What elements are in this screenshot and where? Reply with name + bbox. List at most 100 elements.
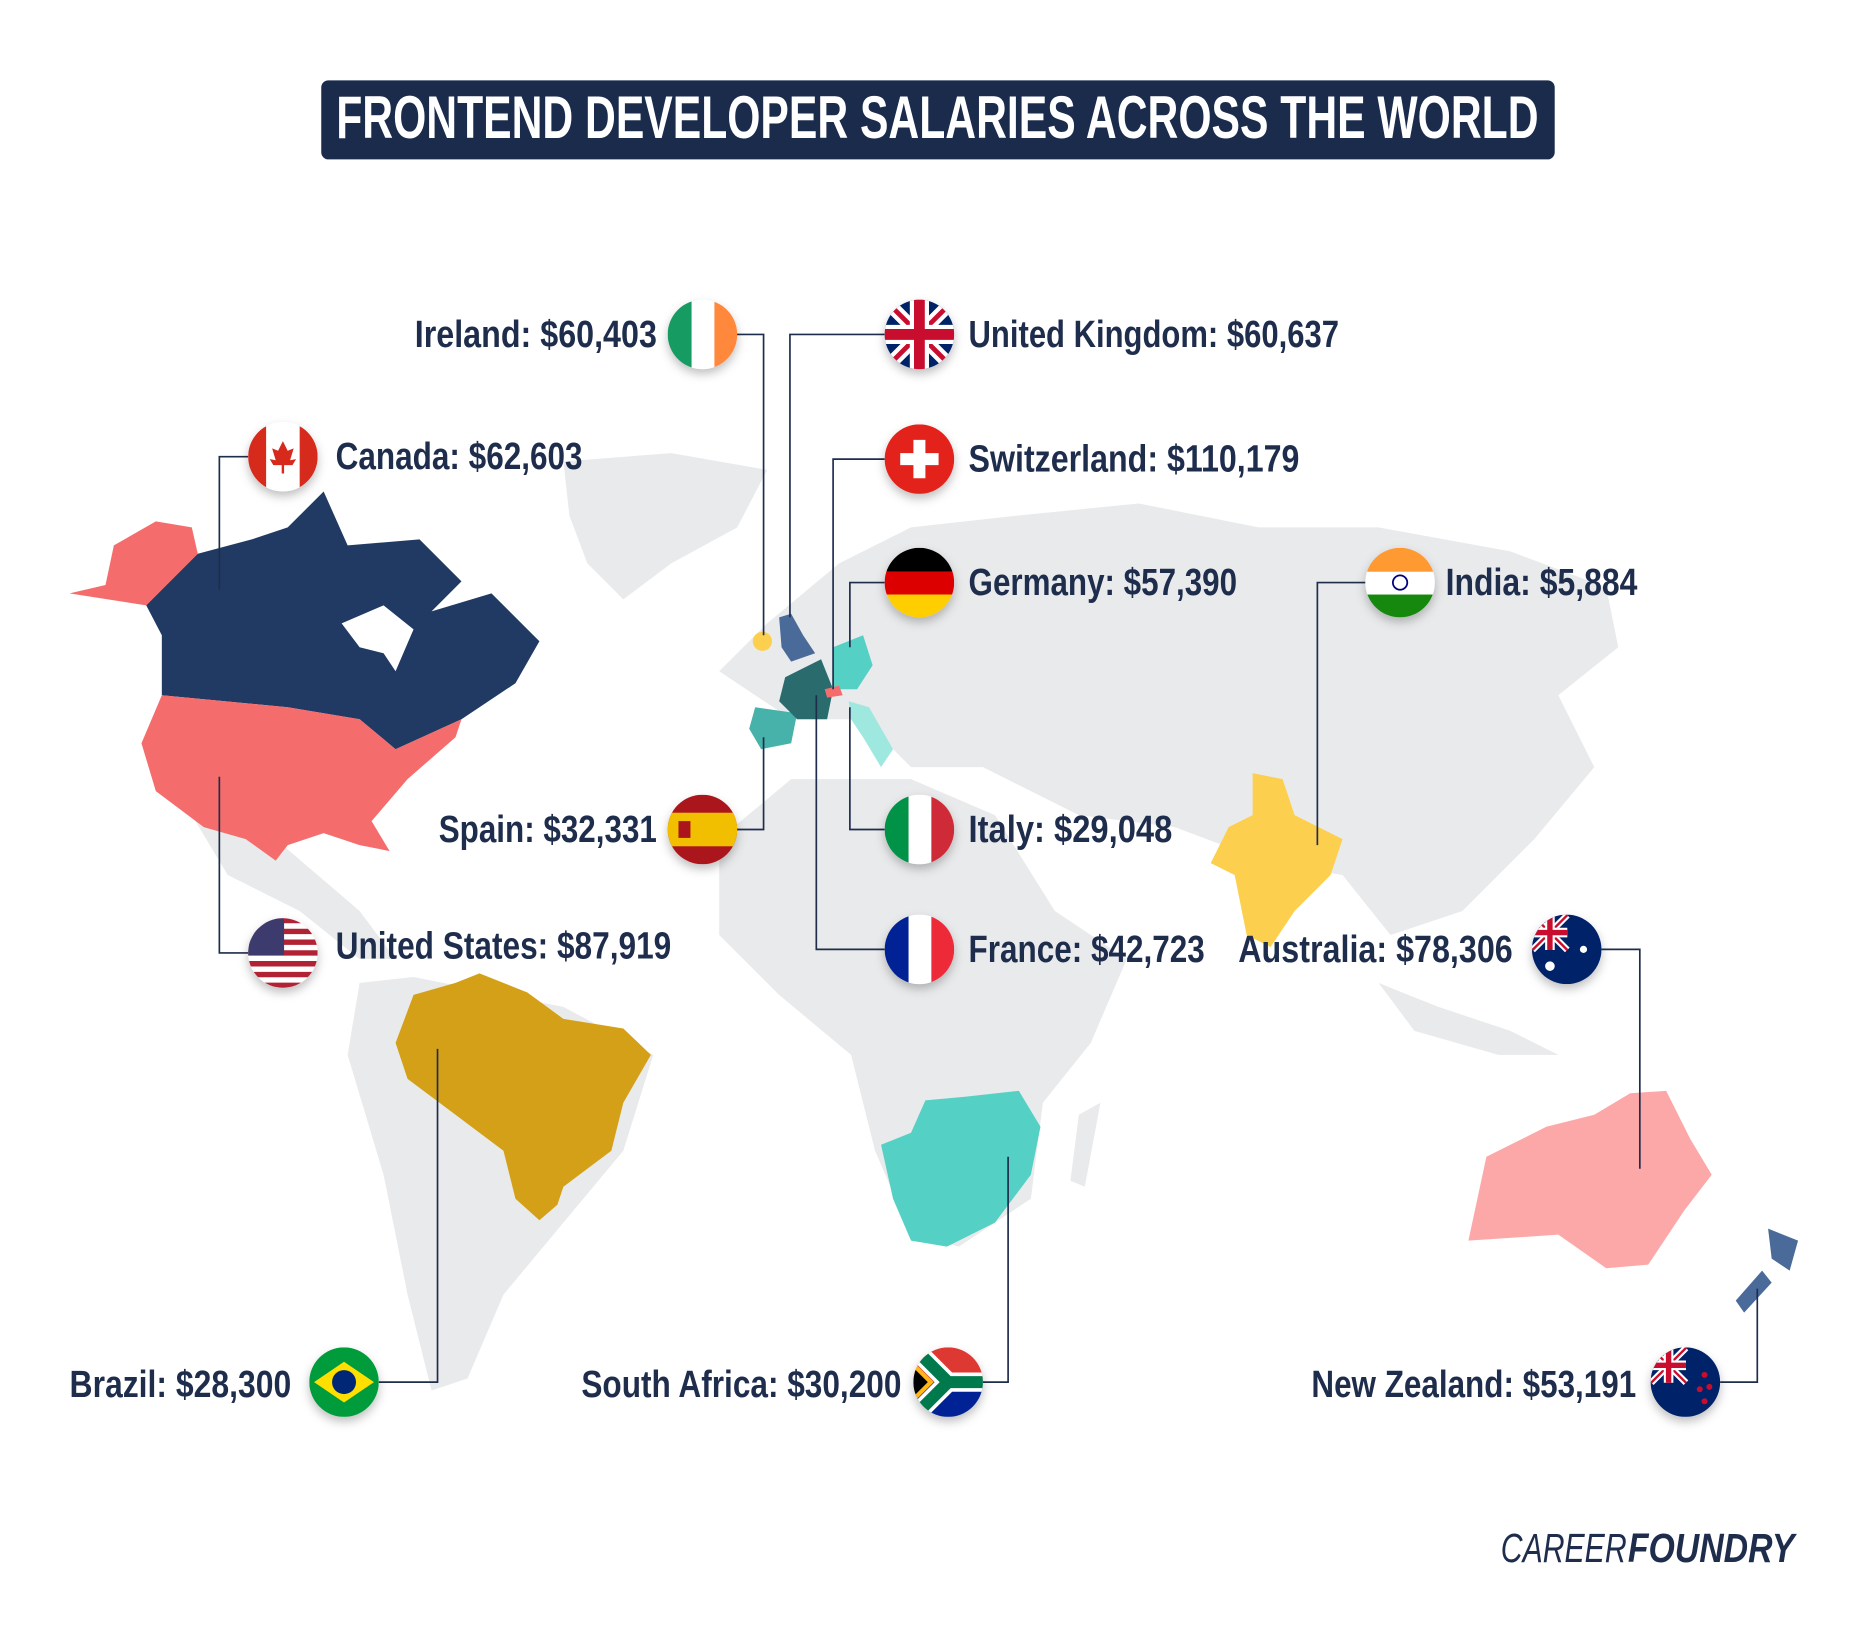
- world-map-shape: [833, 635, 873, 690]
- flag-india-shape-shape: [1365, 547, 1435, 572]
- flag-italy-shape-shape: [931, 794, 955, 865]
- world-map-shape: [1735, 1228, 1799, 1313]
- flag-india-shape: [1365, 547, 1435, 618]
- flag-uk-shape-shape: [885, 300, 955, 370]
- salary-label: United Kingdom: $60,637: [969, 313, 1339, 356]
- world-map-shape: [341, 605, 414, 672]
- world-map-shape: [395, 973, 651, 1221]
- world-map-shape: [141, 695, 462, 861]
- flag-australia: [1531, 914, 1602, 985]
- flag-italy-shape-shape: [908, 794, 932, 865]
- flag-australia-shape-shape: [1545, 961, 1555, 971]
- flag-switzerland-shape: [884, 424, 955, 494]
- flag-uk: [885, 300, 955, 370]
- world-map-shape: [563, 453, 768, 600]
- flag-australia-shape-shape: [1533, 915, 1568, 950]
- salary-label: France: $42,723: [969, 928, 1205, 971]
- flag-canada-shape-shape: [248, 421, 267, 492]
- world-map-shape: [1378, 982, 1559, 1055]
- flag-brazil-shape-shape: [332, 1370, 357, 1395]
- flag-new-zealand-shape-shape: [1701, 1398, 1708, 1405]
- flag-germany: [884, 547, 955, 618]
- flag-new-zealand-shape-shape: [1696, 1386, 1703, 1393]
- flag-south-africa-shape-shape: [913, 1347, 983, 1417]
- connectors-shape: [1720, 1288, 1759, 1383]
- connectors-shape: [736, 737, 765, 831]
- flag-germany-shape: [884, 547, 955, 618]
- flag-usa-shape: [248, 918, 318, 988]
- flag-new-zealand-shape-shape: [1701, 1371, 1708, 1378]
- flag-germany-shape-shape: [884, 594, 955, 618]
- flag-usa-shape-shape: [248, 918, 285, 956]
- flag-italy-shape: [884, 794, 955, 865]
- flag-india-shape-shape: [1365, 571, 1435, 595]
- world-map-shape: [848, 701, 894, 768]
- salary-label: Ireland: $60,403: [415, 313, 657, 356]
- flag-south-africa-shape: [913, 1347, 983, 1417]
- salary-label: Canada: $62,603: [336, 435, 583, 478]
- world-map-shape: [1468, 1090, 1712, 1269]
- salary-label: Switzerland: $110,179: [969, 438, 1300, 481]
- flag-canada-shape-shape: [299, 421, 318, 492]
- flag-canada-shape-shape: [269, 441, 297, 474]
- world-map-shape: [191, 815, 396, 959]
- world-map-shape: [779, 613, 816, 662]
- labels: Ireland: $60,403 United Kingdom: $60,637…: [70, 313, 1638, 1406]
- world-map-shape: [779, 659, 834, 720]
- flag-france-shape-shape: [908, 914, 932, 985]
- flag-italy-shape-shape: [884, 794, 909, 865]
- flag-ireland: [667, 299, 738, 370]
- flags: [248, 299, 1721, 1417]
- flag-usa: [248, 918, 318, 988]
- salary-label: Italy: $29,048: [969, 808, 1173, 851]
- salary-label: United States: $87,919: [336, 924, 672, 967]
- flag-ireland-shape-shape: [714, 299, 738, 370]
- flag-australia-shape: [1531, 914, 1602, 985]
- flag-ireland-shape-shape: [667, 299, 692, 370]
- salary-label: India: $5,884: [1446, 561, 1638, 604]
- flag-spain-shape-shape: [678, 821, 691, 838]
- connectors: [218, 333, 1759, 1383]
- flag-canada: [248, 421, 318, 492]
- connectors-shape: [378, 1048, 439, 1383]
- world-map-shape: [1210, 773, 1343, 947]
- flag-new-zealand-shape-shape: [1706, 1383, 1713, 1390]
- flag-uk-shape: [885, 300, 955, 370]
- world-map-shape: [752, 631, 772, 651]
- connectors-shape: [218, 455, 249, 590]
- canvas: FRONTEND DEVELOPER SALARIES ACROSS THE W…: [69, 80, 1799, 1571]
- flag-spain-shape-shape: [667, 812, 738, 847]
- connectors-shape: [789, 333, 885, 618]
- flag-canada-shape: [248, 421, 318, 492]
- world-map-shape: [1070, 1102, 1101, 1187]
- flag-australia-shape-shape: [1579, 945, 1588, 953]
- connectors-shape: [736, 333, 765, 636]
- flag-south-africa: [913, 1347, 983, 1417]
- flag-france-shape-shape: [884, 914, 909, 985]
- salary-label: South Africa: $30,200: [581, 1363, 901, 1406]
- flag-india-shape-shape: [1391, 574, 1409, 591]
- flag-germany-shape-shape: [884, 547, 955, 572]
- flag-brazil: [309, 1347, 379, 1417]
- flag-switzerland: [884, 424, 955, 494]
- connectors-shape: [849, 581, 885, 648]
- flag-new-zealand-shape: [1651, 1347, 1721, 1417]
- connectors-shape: [982, 1156, 1009, 1383]
- title-box: [321, 80, 1555, 160]
- flag-germany-shape-shape: [884, 571, 955, 595]
- world-map-shape: [69, 521, 198, 606]
- flag-new-zealand: [1651, 1347, 1721, 1417]
- salary-label: Australia: $78,306: [1238, 928, 1513, 971]
- connectors-shape: [815, 695, 885, 951]
- brand-bold: FOUNDRY: [1628, 1525, 1798, 1571]
- flag-italy: [884, 794, 955, 865]
- salary-label: New Zealand: $53,191: [1311, 1363, 1636, 1406]
- connectors-shape: [1601, 948, 1641, 1169]
- flag-brazil-shape: [309, 1347, 379, 1417]
- brand-light: CAREER: [1501, 1525, 1627, 1571]
- flag-new-zealand-shape-shape-shape: [1651, 1348, 1686, 1383]
- flag-france: [884, 914, 955, 985]
- flag-south-africa-shape-shape: [913, 1367, 928, 1397]
- flag-new-zealand-shape-shape: [1651, 1348, 1686, 1383]
